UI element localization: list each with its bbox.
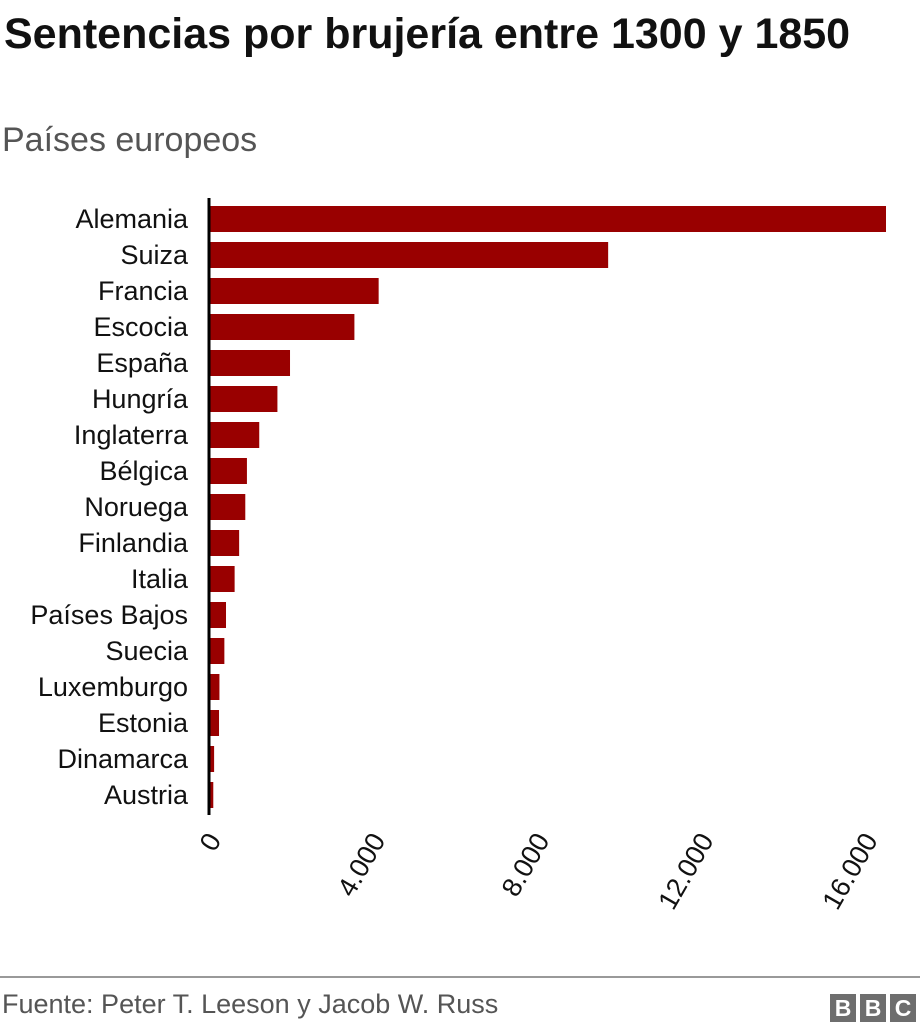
chart-subtitle: Países europeos [2,121,258,159]
x-tick-label-4: 16.000 [816,828,883,915]
x-tick-label-0: 0 [194,828,227,856]
bar-7 [210,458,247,484]
x-tick-label-2: 8.000 [496,828,556,902]
bbc-logo-letter-3: C [890,994,916,1022]
bar-8 [210,494,246,520]
category-label-2: Francia [98,276,189,306]
bar-chart: Alemania Suiza Francia Escocia España Hungría… [30,198,886,915]
category-label-16: Austria [104,780,189,810]
x-tick-label-1: 4.000 [332,828,392,902]
category-label-9: Finlandia [78,528,189,558]
category-label-12: Suecia [105,636,189,666]
bar-10 [210,566,235,592]
category-label-10: Italia [131,564,189,594]
category-label-14: Estonia [98,708,189,738]
bar-15 [210,746,215,772]
x-tick-labels-group: 0 4.000 8.000 12.000 16.000 [194,828,884,915]
footer-divider [0,976,920,978]
bar-11 [210,602,227,628]
bbc-logo-letter-1: B [830,994,856,1022]
bbc-logo: B B C [830,994,916,1022]
bar-16 [210,782,214,808]
category-label-3: Escocia [93,312,189,342]
category-label-8: Noruega [84,492,189,522]
bar-12 [210,638,225,664]
category-label-7: Bélgica [99,456,189,486]
category-label-11: Países Bajos [30,600,188,630]
chart-title: Sentencias por brujería entre 1300 y 185… [4,10,851,58]
bar-14 [210,710,220,736]
bar-13 [210,674,220,700]
bar-3 [210,314,355,340]
bar-5 [210,386,278,412]
bar-9 [210,530,240,556]
category-label-15: Dinamarca [57,744,189,774]
x-tick-label-3: 12.000 [652,828,719,915]
category-label-0: Alemania [75,204,189,234]
category-label-13: Luxemburgo [38,672,188,702]
bars-group [210,206,886,808]
category-label-6: Inglaterra [74,420,189,450]
bar-2 [210,278,379,304]
source-note: Fuente: Peter T. Leeson y Jacob W. Russ [2,989,499,1019]
bbc-logo-letter-2: B [860,994,886,1022]
bar-6 [210,422,260,448]
category-label-1: Suiza [120,240,189,270]
category-labels-group: Alemania Suiza Francia Escocia España Hungría… [30,204,189,810]
bar-1 [210,242,609,268]
category-label-5: Hungría [92,384,189,414]
category-label-4: España [96,348,189,378]
bar-4 [210,350,291,376]
bar-0 [210,206,886,232]
